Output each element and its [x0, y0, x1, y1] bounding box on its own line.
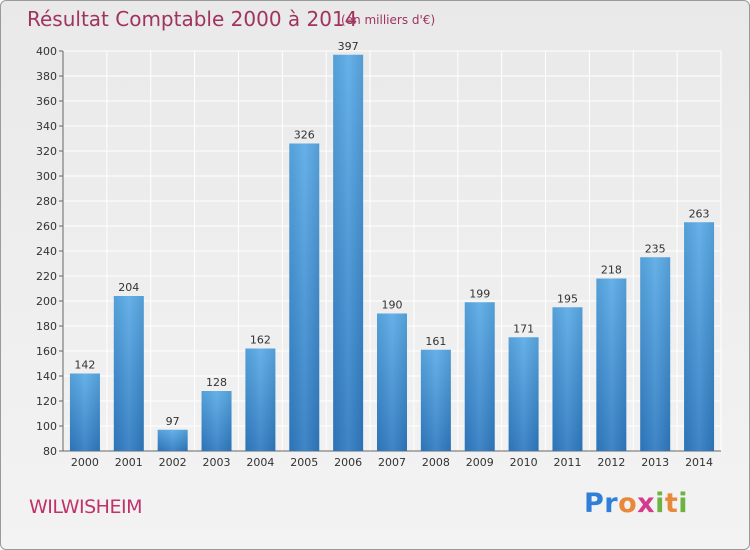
- x-axis: 2000 2001 2002 2003 2004 2005 2006 2007 2008 2009…: [71, 456, 713, 469]
- x-tick-label: 2004: [246, 456, 274, 469]
- y-tick-label: 100: [36, 420, 57, 433]
- bar-value-label: 195: [557, 292, 578, 305]
- bar-value-label: 171: [513, 322, 534, 335]
- y-tick-label: 80: [43, 445, 57, 458]
- x-tick-label: 2009: [466, 456, 494, 469]
- x-tick-label: 2006: [334, 456, 362, 469]
- x-tick-label: 2010: [510, 456, 538, 469]
- x-tick-label: 2008: [422, 456, 450, 469]
- bar-value-label: 326: [294, 129, 315, 142]
- y-tick-label: 260: [36, 220, 57, 233]
- bar-value-label: 128: [206, 376, 227, 389]
- y-tick-label: 300: [36, 170, 57, 183]
- bar-shade: [596, 278, 627, 451]
- y-tick-label: 360: [36, 95, 57, 108]
- chart-title: Résultat Comptable 2000 à 2014: [27, 7, 358, 31]
- y-tick-label: 140: [36, 370, 57, 383]
- bar-shade: [464, 302, 495, 451]
- y-tick-label: 200: [36, 295, 57, 308]
- bar-value-label: 190: [382, 299, 403, 312]
- x-tick-label: 2005: [290, 456, 318, 469]
- bar-value-label: 161: [425, 335, 446, 348]
- bar-shade: [245, 348, 276, 451]
- y-tick-label: 320: [36, 145, 57, 158]
- bar-value-label: 97: [166, 415, 180, 428]
- y-tick-label: 380: [36, 70, 57, 83]
- bar-shade: [289, 143, 320, 451]
- y-tick-label: 220: [36, 270, 57, 283]
- bar-value-label: 218: [601, 264, 622, 277]
- y-tick-label: 340: [36, 120, 57, 133]
- bar-value-label: 142: [74, 359, 95, 372]
- x-tick-label: 2012: [597, 456, 625, 469]
- bar-shade: [684, 222, 715, 451]
- bar-shade: [69, 373, 100, 451]
- bar-value-label: 235: [645, 242, 666, 255]
- bar-shade: [377, 313, 407, 451]
- x-tick-label: 2013: [641, 456, 669, 469]
- x-tick-label: 2001: [115, 456, 143, 469]
- y-tick-label: 180: [36, 320, 57, 333]
- bar-shade: [201, 391, 232, 451]
- y-tick-label: 240: [36, 245, 57, 258]
- x-tick-label: 2014: [685, 456, 713, 469]
- bar-value-label: 263: [689, 207, 710, 220]
- bar-shade: [157, 429, 188, 451]
- bar-value-label: 204: [118, 281, 139, 294]
- bar-shade: [333, 54, 364, 451]
- y-tick-label: 400: [36, 45, 57, 58]
- bar-shade: [508, 337, 539, 451]
- y-tick-label: 120: [36, 395, 57, 408]
- bar-shade: [552, 307, 583, 451]
- x-tick-label: 2000: [71, 456, 99, 469]
- x-tick-label: 2007: [378, 456, 406, 469]
- y-tick-label: 280: [36, 195, 57, 208]
- y-tick-label: 160: [36, 345, 57, 358]
- bars: 142 204 97 128 162 326 397 190 161 199 171 195 218 23…: [69, 40, 715, 451]
- bar-value-label: 397: [338, 40, 359, 53]
- x-tick-label: 2002: [159, 456, 187, 469]
- bar-shade: [113, 296, 144, 451]
- proxiti-logo: Proxiti: [584, 488, 689, 519]
- bar-value-label: 199: [469, 287, 490, 300]
- commune-name: WILWISHEIM: [29, 496, 142, 518]
- x-tick-label: 2011: [553, 456, 581, 469]
- x-tick-label: 2003: [203, 456, 231, 469]
- chart-subtitle: (en milliers d'€): [341, 13, 436, 27]
- bar-shade: [640, 257, 671, 451]
- bar-shade: [420, 349, 451, 451]
- bar-value-label: 162: [250, 334, 271, 347]
